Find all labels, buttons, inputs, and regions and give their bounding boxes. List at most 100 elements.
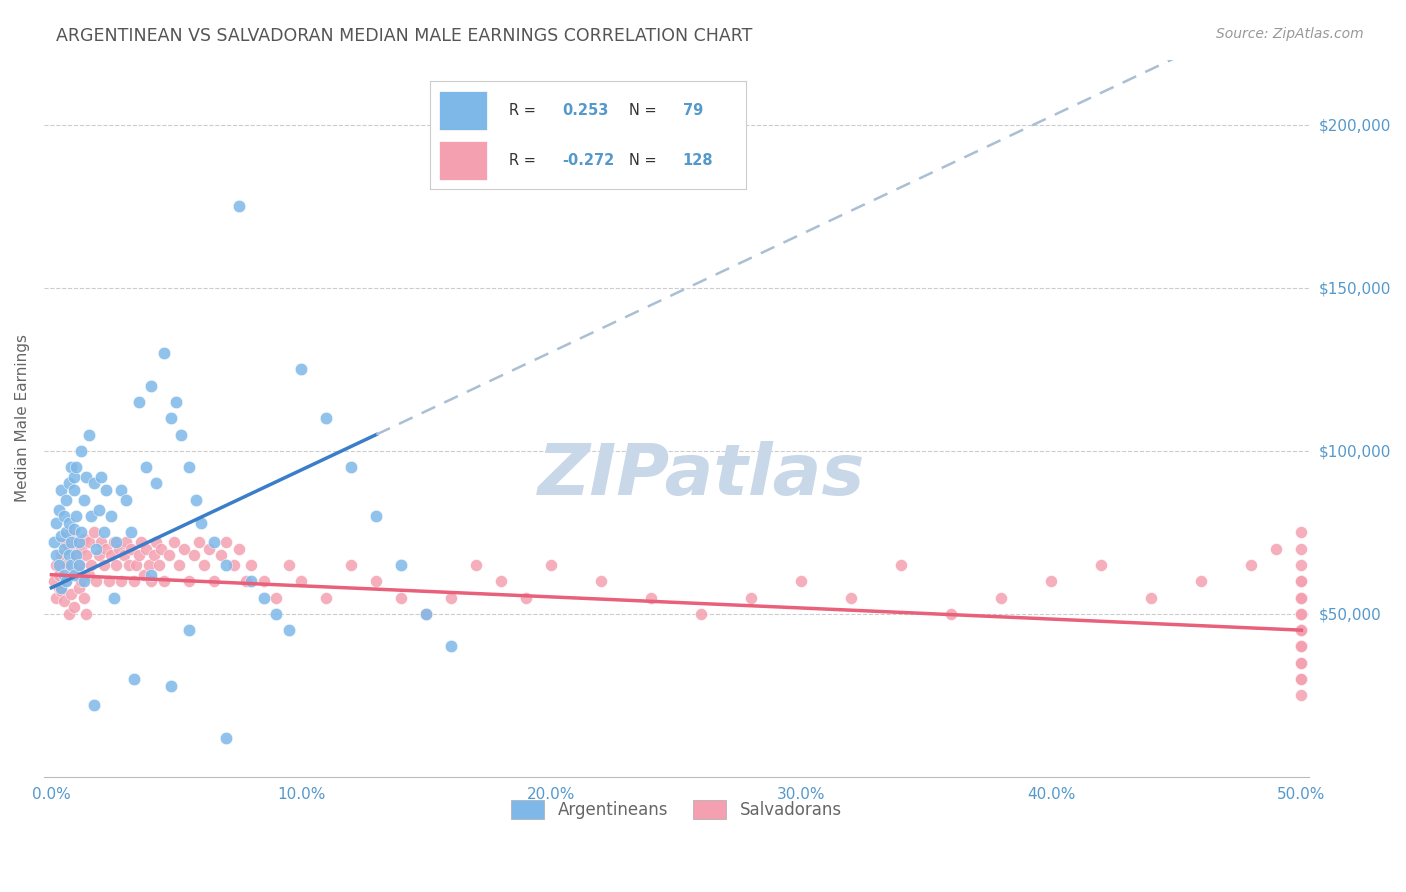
Point (100, 509, 122, 524)
Point (591, 574, 613, 589)
Point (150, 541, 173, 556)
Point (266, 607, 288, 621)
Point (83, 476, 105, 491)
Point (890, 558, 912, 572)
Point (193, 558, 215, 572)
Point (790, 574, 813, 589)
Point (1291, 525, 1313, 540)
Point (63, 600, 86, 615)
Point (209, 548, 232, 562)
Point (135, 460, 157, 475)
Point (1291, 623, 1313, 637)
Point (145, 476, 167, 491)
Point (253, 574, 276, 589)
Point (1291, 640, 1313, 654)
Point (153, 574, 176, 589)
Point (87, 548, 110, 562)
Point (96, 483, 118, 497)
Point (1291, 656, 1313, 670)
Point (58, 516, 80, 530)
Text: Source: ZipAtlas.com: Source: ZipAtlas.com (1216, 27, 1364, 41)
Point (45, 516, 67, 530)
Point (65, 460, 87, 475)
Point (277, 623, 299, 637)
Point (1291, 607, 1313, 621)
Point (125, 558, 148, 572)
Point (215, 558, 238, 572)
Point (60, 587, 83, 601)
Point (1291, 623, 1313, 637)
Point (240, 574, 263, 589)
Point (103, 591, 125, 605)
Point (58, 541, 80, 556)
Point (112, 548, 135, 562)
Point (73, 532, 96, 546)
Point (187, 535, 209, 549)
Point (1140, 591, 1163, 605)
Point (1291, 640, 1313, 654)
Point (55, 558, 77, 572)
Point (75, 548, 97, 562)
Point (340, 460, 363, 475)
Point (120, 525, 142, 540)
Point (60, 525, 83, 540)
Point (55, 525, 77, 540)
Point (740, 591, 762, 605)
Point (177, 460, 200, 475)
Point (340, 558, 363, 572)
Point (75, 607, 97, 621)
Point (58, 607, 80, 621)
Point (177, 574, 200, 589)
Point (253, 591, 276, 605)
Point (415, 607, 437, 621)
Point (138, 558, 160, 572)
Point (65, 509, 87, 524)
Point (118, 558, 141, 572)
Point (65, 548, 87, 562)
Point (1240, 558, 1263, 572)
Point (122, 672, 145, 686)
Point (63, 483, 86, 497)
Point (51, 581, 73, 595)
Point (55, 574, 77, 589)
Point (1291, 623, 1313, 637)
Point (73, 492, 96, 507)
Point (115, 492, 138, 507)
Point (640, 591, 662, 605)
Point (55, 492, 77, 507)
Point (198, 541, 221, 556)
Point (177, 623, 200, 637)
Point (157, 548, 180, 562)
Point (215, 535, 238, 549)
Y-axis label: Median Male Earnings: Median Male Earnings (15, 334, 30, 502)
Point (990, 591, 1012, 605)
Point (1291, 574, 1313, 589)
Point (86, 541, 108, 556)
Point (96, 541, 118, 556)
Point (190, 516, 212, 530)
Point (51, 584, 73, 599)
Point (67, 535, 90, 549)
Point (42, 535, 65, 549)
Point (115, 535, 138, 549)
Point (128, 548, 150, 562)
Point (128, 395, 150, 409)
Point (52, 509, 75, 524)
Point (215, 731, 238, 745)
Point (63, 522, 86, 536)
Point (105, 558, 128, 572)
Point (1040, 574, 1063, 589)
Point (153, 346, 176, 360)
Point (1291, 591, 1313, 605)
Point (45, 548, 67, 562)
Point (93, 525, 115, 540)
Point (63, 567, 86, 582)
Point (465, 558, 488, 572)
Point (52, 594, 75, 608)
Point (86, 574, 108, 589)
Point (415, 607, 437, 621)
Point (131, 535, 153, 549)
Point (75, 470, 97, 484)
Point (48, 581, 70, 595)
Point (366, 509, 388, 524)
